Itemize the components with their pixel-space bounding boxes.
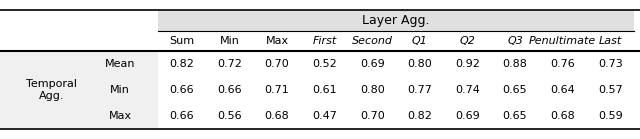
Bar (0, 51, 158, 129)
Text: 0.73: 0.73 (598, 59, 623, 69)
Text: 0.82: 0.82 (408, 111, 432, 121)
Text: 0.82: 0.82 (170, 59, 194, 69)
Text: Q3: Q3 (507, 36, 523, 46)
Text: 0.69: 0.69 (455, 111, 480, 121)
Text: Q1: Q1 (412, 36, 428, 46)
Text: 0.71: 0.71 (264, 85, 289, 95)
Text: First: First (312, 36, 337, 46)
Text: Max: Max (108, 111, 132, 121)
Text: 0.68: 0.68 (264, 111, 289, 121)
Text: 0.59: 0.59 (598, 111, 623, 121)
Text: 0.72: 0.72 (217, 59, 242, 69)
Bar (158, 10, 634, 31)
Text: 0.64: 0.64 (550, 85, 575, 95)
Text: 0.57: 0.57 (598, 85, 623, 95)
Text: 0.70: 0.70 (360, 111, 385, 121)
Text: 0.65: 0.65 (502, 85, 527, 95)
Text: Max: Max (266, 36, 289, 46)
Text: 0.65: 0.65 (502, 111, 527, 121)
Text: Layer Agg.: Layer Agg. (362, 14, 429, 27)
Text: Temporal
Agg.: Temporal Agg. (26, 79, 77, 101)
Text: Second: Second (352, 36, 393, 46)
Text: Penultimate: Penultimate (529, 36, 596, 46)
Text: Q2: Q2 (460, 36, 476, 46)
Text: 0.52: 0.52 (312, 59, 337, 69)
Text: 0.69: 0.69 (360, 59, 385, 69)
Text: 0.92: 0.92 (455, 59, 480, 69)
Text: Sum: Sum (169, 36, 195, 46)
Text: 0.47: 0.47 (312, 111, 337, 121)
Text: 0.74: 0.74 (455, 85, 480, 95)
Text: 0.66: 0.66 (170, 111, 194, 121)
Text: Last: Last (598, 36, 622, 46)
Text: Min: Min (220, 36, 239, 46)
Text: 0.66: 0.66 (217, 85, 242, 95)
Text: Mean: Mean (105, 59, 135, 69)
Text: Min: Min (110, 85, 130, 95)
Text: 0.56: 0.56 (217, 111, 242, 121)
Text: 0.76: 0.76 (550, 59, 575, 69)
Text: 0.77: 0.77 (408, 85, 432, 95)
Text: 0.80: 0.80 (408, 59, 432, 69)
Text: 0.70: 0.70 (264, 59, 289, 69)
Text: 0.88: 0.88 (502, 59, 527, 69)
Text: 0.68: 0.68 (550, 111, 575, 121)
Text: 0.61: 0.61 (312, 85, 337, 95)
Text: 0.80: 0.80 (360, 85, 385, 95)
Text: 0.66: 0.66 (170, 85, 194, 95)
